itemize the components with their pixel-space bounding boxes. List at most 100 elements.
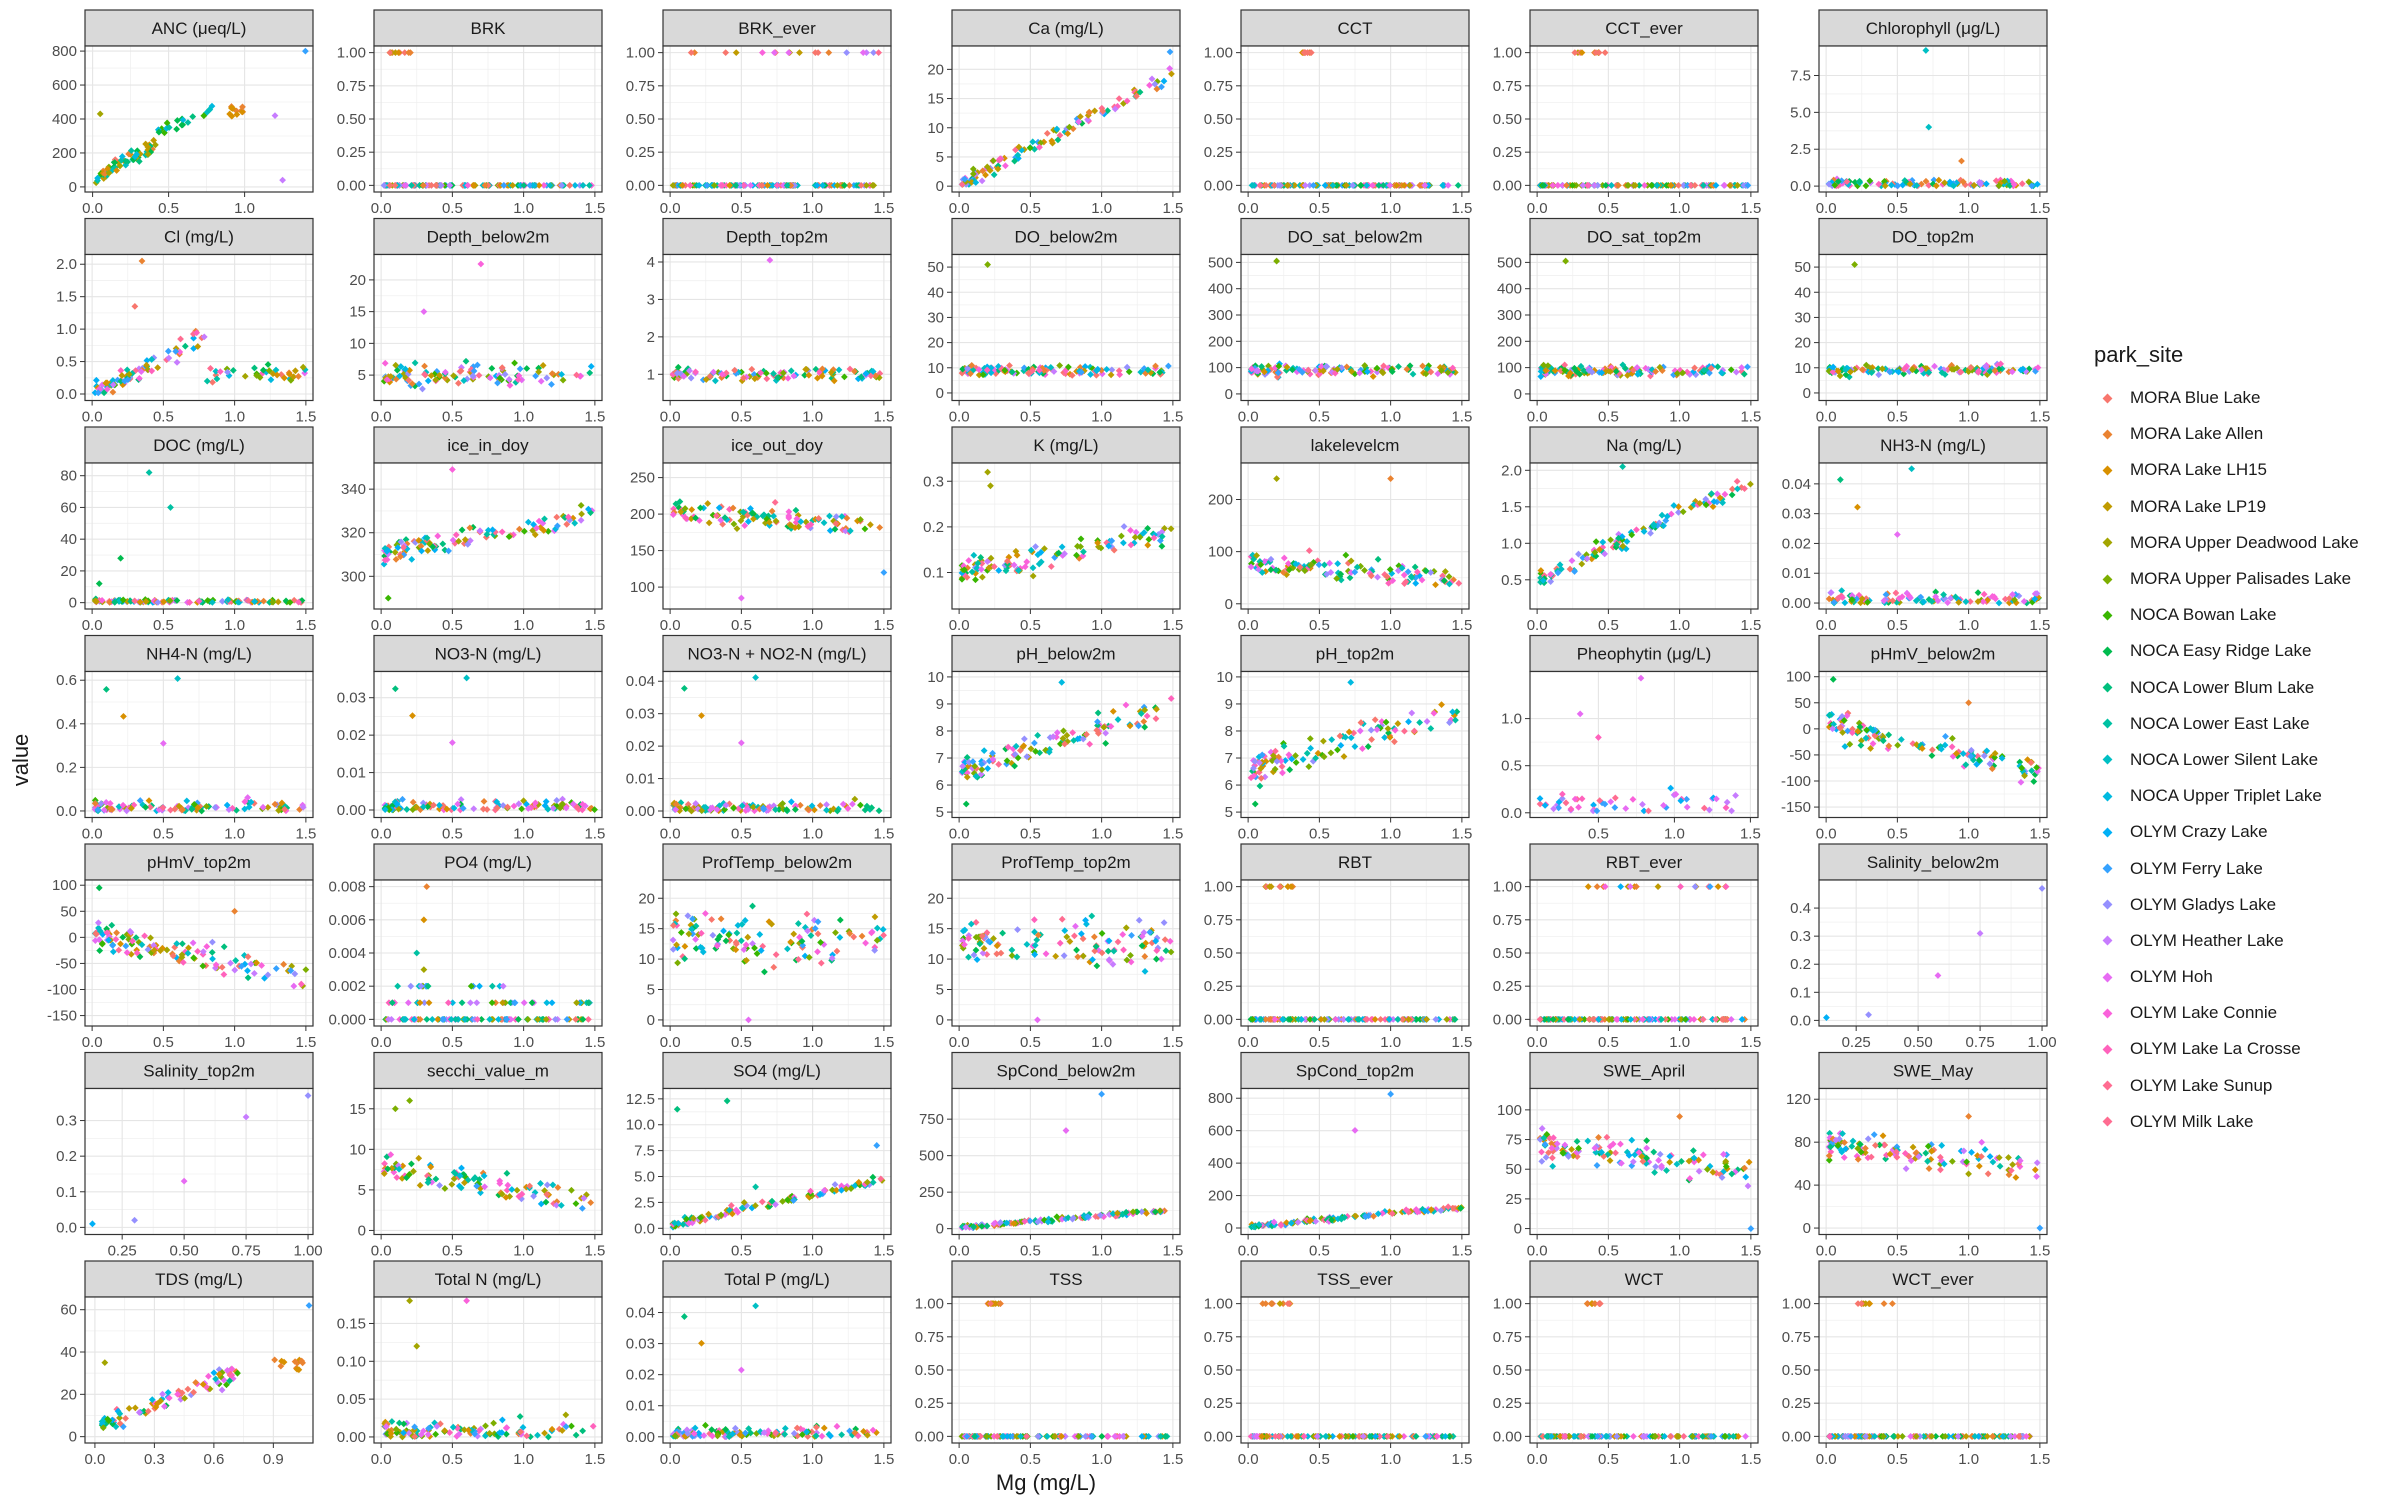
data-point xyxy=(271,112,279,119)
x-tick-label: 1.0 xyxy=(224,826,245,843)
data-point xyxy=(181,342,189,350)
y-tick-label: 5.0 xyxy=(1790,104,1811,121)
data-point xyxy=(113,167,121,174)
y-tick-label: 800 xyxy=(52,43,77,60)
data-point xyxy=(796,49,803,57)
data-point xyxy=(224,368,231,376)
data-point xyxy=(979,167,987,175)
data-point xyxy=(669,181,677,189)
y-tick-label: 2.0 xyxy=(1501,462,1522,479)
facet-title: Na (mg/L) xyxy=(1606,436,1682,455)
data-point xyxy=(1036,143,1043,151)
data-point xyxy=(961,175,969,183)
data-point xyxy=(732,49,740,57)
y-tick-label: 0.01 xyxy=(337,765,366,782)
data-point xyxy=(155,128,163,136)
data-point xyxy=(990,171,998,179)
x-tick-label: 0.0 xyxy=(1816,826,1837,843)
data-point xyxy=(1357,181,1365,189)
data-point xyxy=(92,376,100,384)
x-tick-label: 1.0 xyxy=(1380,200,1401,217)
data-point xyxy=(117,377,125,385)
facet-title: pH_top2m xyxy=(1316,645,1394,664)
data-point xyxy=(291,367,299,375)
data-point xyxy=(405,49,413,57)
x-tick-label: 1.5 xyxy=(2029,409,2050,426)
data-point xyxy=(148,356,156,363)
data-point xyxy=(1602,181,1610,189)
x-tick-label: 0.5 xyxy=(153,1034,174,1051)
x-tick-label: 1.0 xyxy=(234,200,255,217)
data-point xyxy=(122,161,130,169)
data-point xyxy=(172,347,180,355)
data-point xyxy=(735,181,743,189)
facet-panel: DO_sat_below2m 0.0 0.5 1.0 1.5 0 100 200 300 400 5… xyxy=(1208,217,1472,426)
data-point xyxy=(516,181,524,189)
y-tick-label: 0.2 xyxy=(923,519,944,536)
data-point xyxy=(144,150,152,158)
data-point xyxy=(1375,181,1383,189)
data-point xyxy=(1065,123,1073,131)
facet-panel: lakelevelcm 0.0 0.5 1.0 1.5 0 100 200 xyxy=(1208,426,1472,634)
y-tick-label: 0.0 xyxy=(56,803,77,820)
y-tick-label: 0 xyxy=(1225,596,1233,613)
y-tick-label: 6 xyxy=(1225,777,1233,794)
x-tick-label: 0.0 xyxy=(371,1034,392,1051)
facet-panel: DO_below2m 0.0 0.5 1.0 1.5 0 10 20 30 40 50 xyxy=(927,217,1183,426)
y-tick-label: 0 xyxy=(647,1012,655,1029)
data-point xyxy=(469,181,477,189)
x-tick-label: 1.5 xyxy=(584,200,605,217)
facet-panel: DO_top2m 0.0 0.5 1.0 1.5 0 10 20 30 40 50 xyxy=(1794,217,2050,426)
y-tick-label: 340 xyxy=(341,481,366,498)
x-tick-label: 1.0 xyxy=(802,826,823,843)
y-tick-label: 0.008 xyxy=(328,879,366,896)
y-tick-label: 15 xyxy=(927,91,944,108)
data-point xyxy=(1151,80,1159,88)
x-tick-label: 1.0 xyxy=(513,826,534,843)
data-point xyxy=(427,181,435,189)
x-tick-label: 1.5 xyxy=(1740,409,1761,426)
facet-title: BRK xyxy=(471,19,507,38)
data-point xyxy=(474,361,481,369)
facet-strip xyxy=(662,9,892,47)
data-point xyxy=(111,159,119,166)
data-point xyxy=(1099,107,1107,115)
y-tick-label: 0.5 xyxy=(1501,758,1522,775)
y-tick-label: 0.002 xyxy=(328,978,366,995)
data-point xyxy=(1393,181,1401,189)
x-tick-label: 1.0 xyxy=(802,617,823,634)
data-point xyxy=(1440,181,1448,189)
y-tick-label: 0 xyxy=(69,179,77,196)
data-point xyxy=(96,110,104,118)
data-point xyxy=(1635,181,1643,189)
facet-panel: NO3-N + NO2-N (mg/L) 0.0 0.5 1.0 1.5 0.00 0.01… xyxy=(626,634,894,843)
data-point xyxy=(1667,181,1675,189)
x-tick-label: 0.5 xyxy=(1309,826,1330,843)
x-tick-label: 1.5 xyxy=(1162,409,1183,426)
y-tick-label: 0.02 xyxy=(1782,535,1811,552)
x-tick-label: 0.5 xyxy=(1887,826,1908,843)
facet-title: NH4-N (mg/L) xyxy=(146,645,252,664)
x-tick-label: 1.0 xyxy=(513,200,534,217)
y-tick-label: 0 xyxy=(936,1012,944,1029)
data-point xyxy=(408,380,416,388)
facet-panel: NO3-N (mg/L) 0.0 0.5 1.0 1.5 0.00 0.01 0.02 0.03 xyxy=(337,634,605,843)
data-point xyxy=(1406,181,1414,189)
y-tick-label: 9 xyxy=(936,696,944,713)
x-tick-label: 1.5 xyxy=(1740,826,1761,843)
y-tick-label: 50 xyxy=(60,903,77,920)
y-tick-label: 10 xyxy=(1794,360,1811,377)
facet-strip xyxy=(1240,9,1470,47)
data-point xyxy=(122,157,130,165)
data-point xyxy=(178,121,186,129)
y-tick-label: 0.00 xyxy=(1782,595,1811,612)
x-tick-label: 1.0 xyxy=(802,409,823,426)
y-tick-label: 0.75 xyxy=(1493,78,1522,95)
facet-strip xyxy=(1818,9,2048,47)
x-tick-label: 0.5 xyxy=(1020,409,1041,426)
data-point xyxy=(135,158,143,165)
data-point xyxy=(1834,178,1842,185)
data-point xyxy=(764,181,771,189)
y-tick-label: 0 xyxy=(1803,721,1811,738)
y-tick-label: 200 xyxy=(52,145,77,162)
